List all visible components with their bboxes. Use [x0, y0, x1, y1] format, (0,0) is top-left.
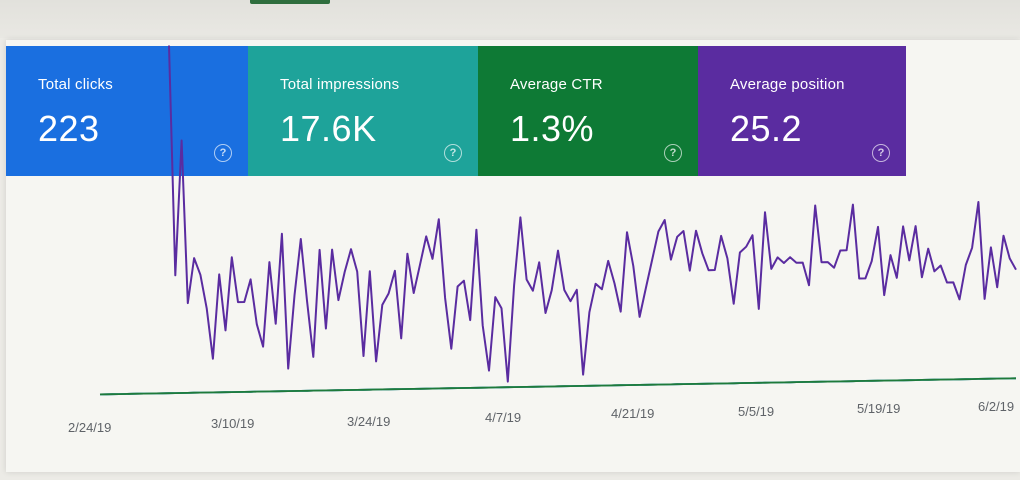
card-average-ctr[interactable]: Average CTR 1.3% ?	[478, 46, 698, 176]
help-icon[interactable]: ?	[664, 144, 682, 162]
help-icon[interactable]: ?	[444, 144, 462, 162]
card-label: Average position	[730, 76, 845, 93]
performance-panel: Total clicks 223 ? Total impressions 17.…	[6, 40, 1020, 472]
card-value: 17.6K	[280, 108, 377, 149]
card-average-position[interactable]: Average position 25.2 ?	[698, 46, 906, 176]
card-value: 223	[38, 108, 100, 149]
card-label: Average CTR	[510, 76, 603, 93]
help-icon[interactable]: ?	[872, 144, 890, 162]
help-icon[interactable]: ?	[214, 144, 232, 162]
top-tab-indicator	[250, 0, 330, 4]
card-label: Total impressions	[280, 76, 400, 93]
card-value: 25.2	[730, 108, 803, 149]
card-value: 1.3%	[510, 108, 595, 149]
card-total-impressions[interactable]: Total impressions 17.6K ?	[248, 46, 478, 176]
browser-top-strip	[0, 0, 1020, 38]
card-total-clicks[interactable]: Total clicks 223 ?	[6, 46, 248, 176]
card-label: Total clicks	[38, 76, 113, 93]
summary-cards: Total clicks 223 ? Total impressions 17.…	[6, 46, 1020, 180]
